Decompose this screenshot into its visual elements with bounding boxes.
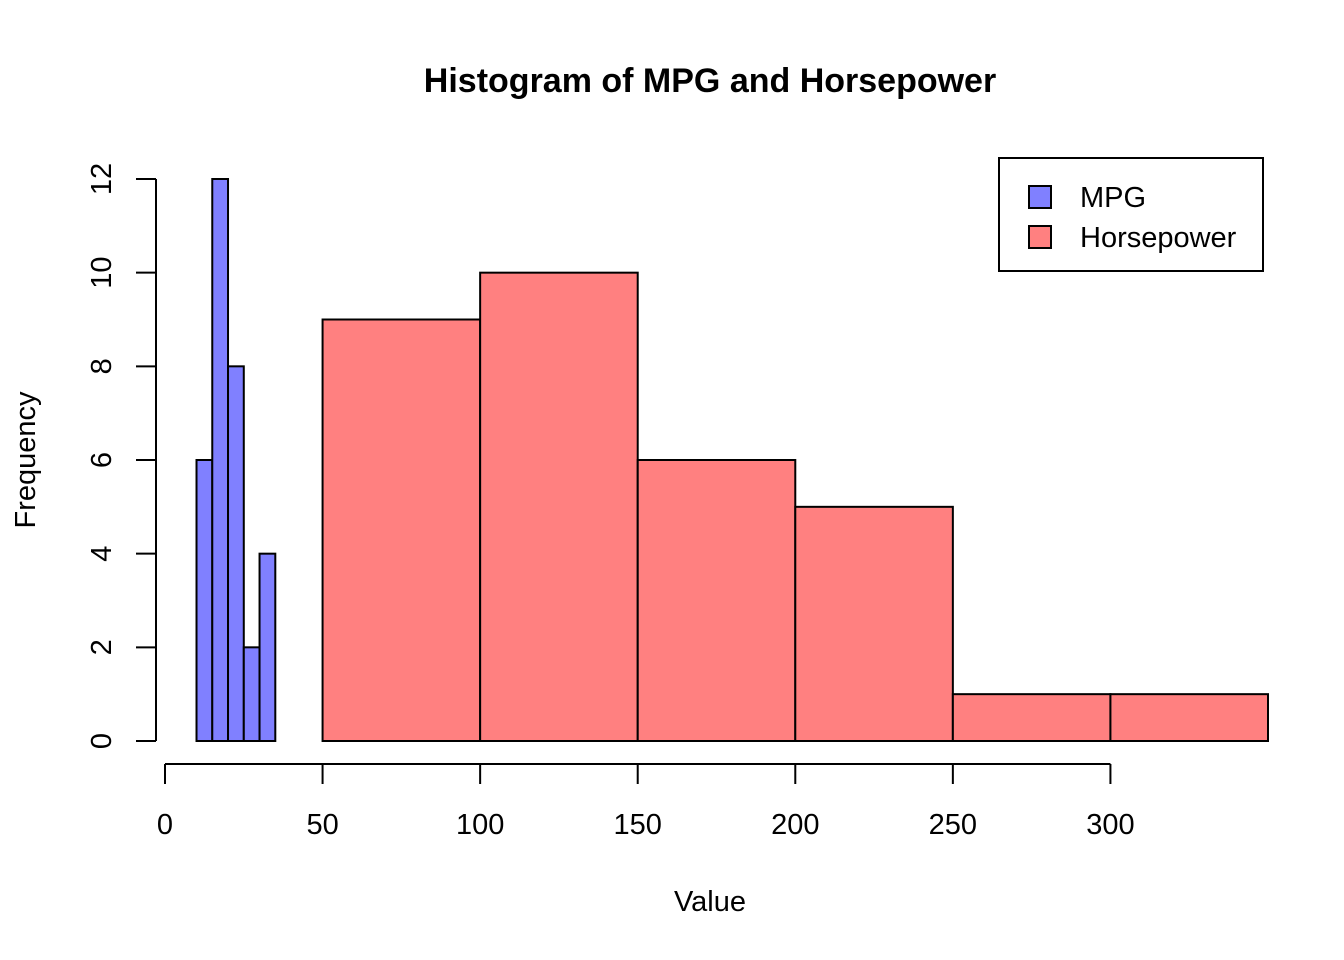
chart-title: Histogram of MPG and Horsepower <box>424 62 996 100</box>
y-tick-label-1: 2 <box>86 639 118 655</box>
y-tick-label-2: 4 <box>86 546 118 562</box>
bar-mpg-0 <box>195 459 214 742</box>
x-axis-title: Value <box>674 886 746 918</box>
legend-label-horsepower: Horsepower <box>1080 222 1237 254</box>
bar-horsepower-3 <box>794 505 954 743</box>
bar-mpg-3 <box>242 646 261 742</box>
legend-label-mpg: MPG <box>1080 182 1146 214</box>
x-tick-label-2: 100 <box>456 809 504 841</box>
x-tick-label-5: 250 <box>929 809 977 841</box>
bar-horsepower-4 <box>951 693 1112 743</box>
y-axis-title: Frequency <box>10 391 42 529</box>
bar-horsepower-0 <box>321 318 482 742</box>
y-tick-label-3: 6 <box>86 452 118 468</box>
bar-mpg-1 <box>211 178 230 742</box>
y-tick-label-5: 10 <box>86 257 118 289</box>
bar-horsepower-1 <box>479 271 639 742</box>
x-tick-label-0: 0 <box>157 809 173 841</box>
x-tick-label-4: 200 <box>771 809 819 841</box>
y-tick-label-6: 12 <box>86 163 118 195</box>
bar-mpg-2 <box>227 365 245 742</box>
bars-group <box>195 178 1270 743</box>
bar-horsepower-2 <box>636 459 797 742</box>
x-axis: 0 50 100 150 200 250 300 <box>157 763 1135 841</box>
y-axis: 0 2 4 6 8 10 12 <box>86 163 157 749</box>
legend-swatch-horsepower <box>1028 225 1052 249</box>
x-tick-label-6: 300 <box>1086 809 1134 841</box>
legend: MPG Horsepower <box>998 157 1264 272</box>
bar-horsepower-5 <box>1109 693 1270 743</box>
y-tick-label-4: 8 <box>86 358 118 374</box>
legend-swatch-mpg <box>1028 185 1052 209</box>
legend-box <box>998 157 1264 272</box>
bar-mpg-4 <box>258 552 277 743</box>
x-tick-label-3: 150 <box>614 809 662 841</box>
y-tick-label-0: 0 <box>86 733 118 749</box>
x-tick-label-1: 50 <box>306 809 338 841</box>
